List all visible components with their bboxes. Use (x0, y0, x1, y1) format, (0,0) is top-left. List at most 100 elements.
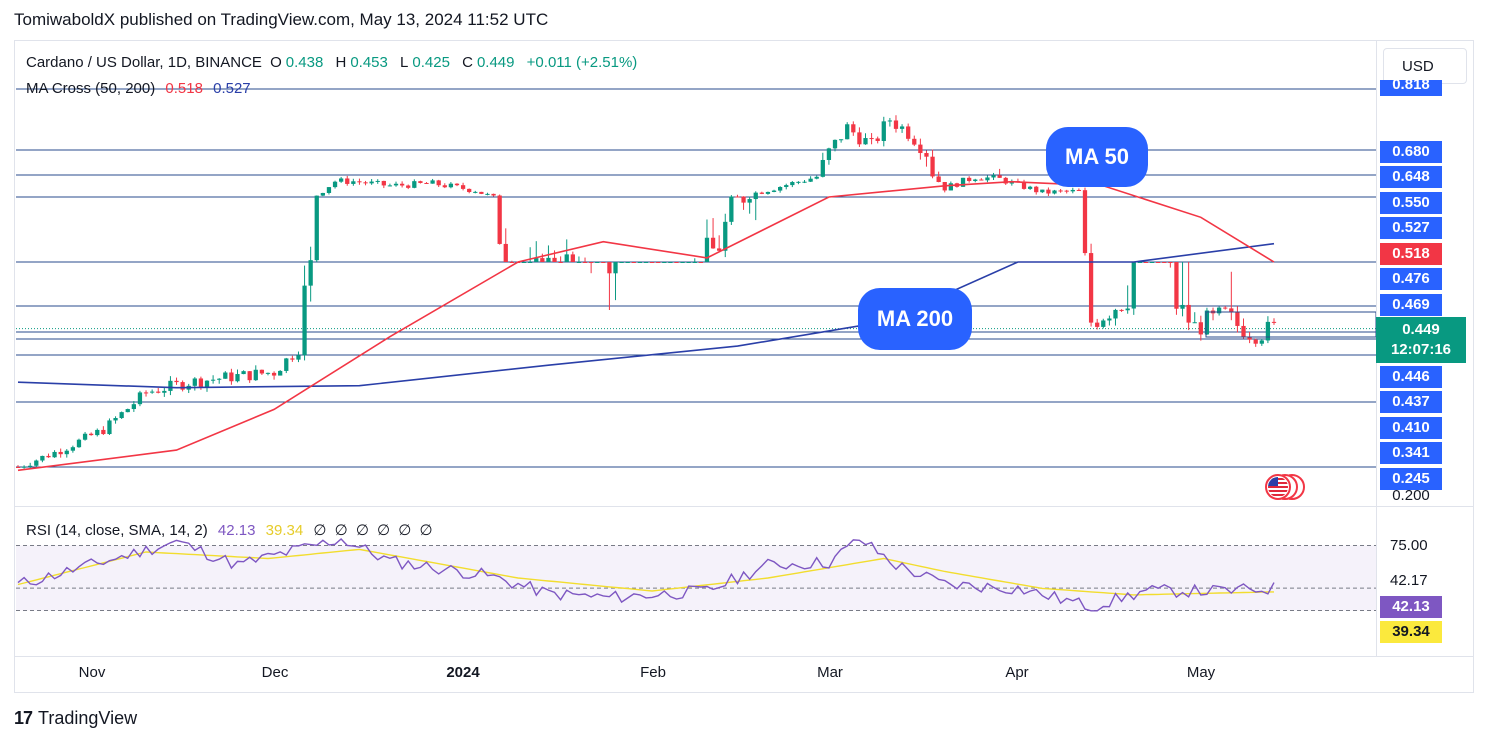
candle-body (680, 262, 685, 263)
candle (34, 459, 39, 469)
candle (619, 262, 624, 263)
current-price-tag: 0.449 12:07:16 (1376, 317, 1466, 363)
candle-body (814, 176, 819, 179)
ma-cross-legend[interactable]: MA Cross (50, 200) 0.518 0.527 (26, 80, 251, 97)
candle (704, 219, 710, 262)
candle-body (534, 258, 539, 262)
time-label: Nov (78, 664, 106, 681)
candle (1265, 316, 1271, 344)
candle-body (893, 120, 899, 129)
time-label: Mar (817, 664, 843, 681)
price-tag: 0.680 (1380, 141, 1442, 163)
candle-body (991, 175, 996, 178)
ma200-callout[interactable]: MA 200 (858, 288, 972, 350)
candle-body (64, 450, 69, 455)
candle (143, 390, 149, 397)
rsi-chart[interactable] (16, 508, 1376, 656)
candle (1235, 306, 1240, 333)
candle (503, 228, 508, 262)
candle (887, 117, 893, 127)
candle (509, 260, 514, 263)
candle-body (1082, 190, 1088, 254)
candle (454, 183, 460, 187)
candle-body (528, 262, 533, 263)
price-chart[interactable] (16, 42, 1376, 505)
candle (28, 462, 33, 469)
candle-body (1204, 310, 1210, 335)
candle-body (1119, 309, 1124, 311)
candle-body (1186, 304, 1191, 323)
candle-body (997, 175, 1002, 178)
candle (576, 256, 582, 263)
symbol-legend[interactable]: Cardano / US Dollar, 1D, BINANCE O 0.438 … (26, 54, 641, 71)
chart-frame (14, 40, 1474, 693)
candle (1131, 262, 1136, 315)
candle-body (1216, 307, 1222, 314)
candle (58, 448, 63, 458)
candle (790, 181, 795, 188)
candle-body (729, 196, 734, 222)
candle (820, 152, 825, 178)
candle (710, 218, 716, 249)
candle (863, 133, 868, 145)
candle (162, 387, 167, 397)
candle-body (467, 188, 472, 193)
candle (540, 253, 545, 262)
candle (808, 176, 813, 183)
candle-body (424, 182, 429, 184)
candle (210, 375, 216, 384)
candle (1021, 179, 1027, 190)
candle (107, 418, 112, 435)
ma-cross-name: MA Cross (50, 200) (26, 80, 156, 97)
candle (460, 182, 466, 191)
candle (21, 465, 27, 469)
currency-button[interactable]: USD (1383, 48, 1467, 84)
ma50-callout[interactable]: MA 50 (1046, 127, 1148, 187)
candle-body (802, 181, 807, 183)
candle (192, 377, 197, 391)
candle-body (601, 262, 606, 263)
candle-body (838, 139, 844, 141)
candle-body (174, 380, 179, 383)
price-tag: 0.648 (1380, 166, 1442, 188)
candle-body (180, 382, 185, 390)
candle-body (107, 420, 112, 435)
candle (656, 262, 661, 263)
candle-body (253, 369, 258, 381)
candle-body (119, 412, 124, 419)
symbol-name: Cardano / US Dollar, 1D, BINANCE (26, 54, 262, 71)
rsi-value-tag: 42.13 (1380, 596, 1442, 618)
candle (180, 380, 185, 392)
candle (942, 181, 947, 193)
candle-body (479, 191, 484, 194)
candle (802, 180, 807, 184)
candle-body (375, 180, 380, 182)
candle (1137, 262, 1142, 263)
candle-body (131, 404, 136, 410)
candle-body (1125, 308, 1130, 311)
rsi-legend[interactable]: RSI (14, close, SMA, 14, 2) 42.13 39.34 … (26, 521, 435, 539)
low-label: L (400, 54, 409, 71)
pane-separator[interactable] (15, 506, 1473, 507)
candle (326, 187, 332, 195)
candle (832, 139, 838, 152)
candle-body (930, 156, 935, 177)
candle (1070, 187, 1075, 194)
candle (332, 180, 338, 189)
candle (387, 183, 393, 187)
us-flag-icon[interactable] (1258, 473, 1308, 501)
tradingview-logo[interactable]: 17 TradingView (14, 708, 137, 729)
candle-body (1143, 262, 1149, 263)
candle-body (826, 148, 832, 160)
candle-body (28, 465, 33, 467)
candle-body (1259, 340, 1264, 344)
candle (320, 192, 325, 197)
rsi-sma-value: 39.34 (265, 522, 304, 539)
candle-body (448, 183, 454, 188)
candle (290, 355, 295, 362)
candle (1101, 318, 1106, 329)
price-tag: 0.446 (1380, 366, 1442, 388)
rsi-empty-values: ∅ ∅ ∅ ∅ ∅ ∅ (313, 522, 435, 539)
rsi-upper-level: 75.00 (1390, 537, 1428, 554)
candle-body (223, 372, 228, 379)
